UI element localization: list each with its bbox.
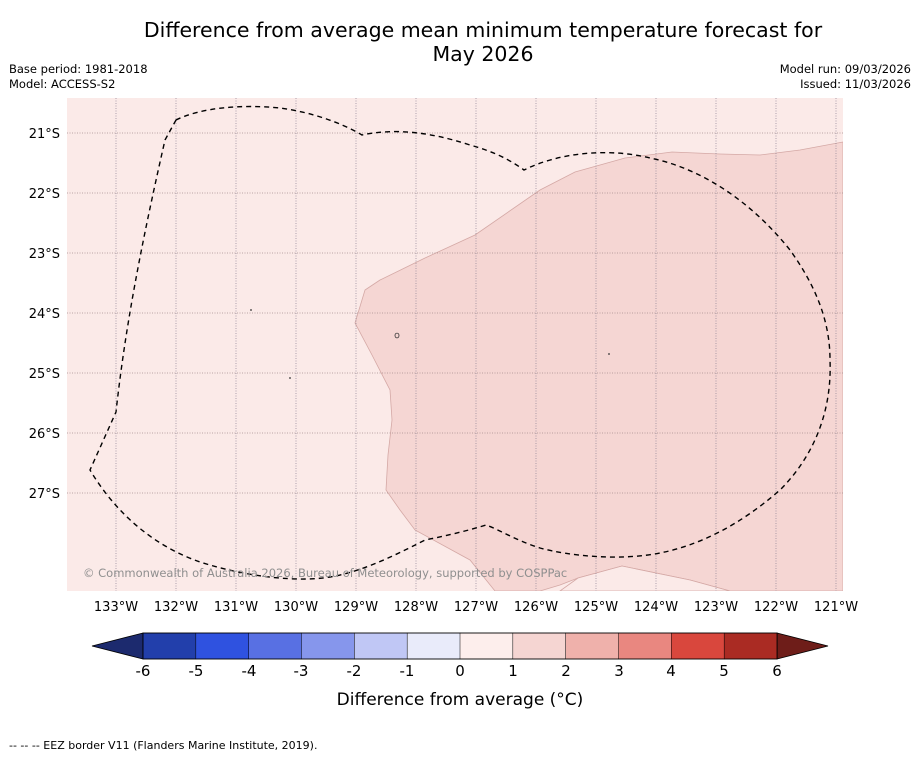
- map-title: Difference from average mean minimum tem…: [0, 18, 919, 66]
- colorbar-swatch: [142, 632, 197, 660]
- copyright-notice: © Commonwealth of Australia 2026, Bureau…: [83, 566, 567, 580]
- lat-label: 21°S: [29, 127, 60, 142]
- lat-label: 27°S: [29, 487, 60, 502]
- colorbar: -6 -5 -4 -3 -2 -1 0 1 2 3 4 5 6 Differen…: [91, 632, 829, 710]
- latitude-gridlines: [67, 132, 843, 494]
- colorbar-tick: -1: [400, 662, 415, 680]
- colorbar-tick: 2: [561, 662, 571, 680]
- title-line-1: Difference from average mean minimum tem…: [143, 18, 823, 42]
- colorbar-tick: -6: [136, 662, 151, 680]
- colorbar-swatches: [142, 632, 778, 660]
- colorbar-tick: -3: [294, 662, 309, 680]
- meta-right: Model run: 09/03/2026 Issued: 11/03/2026: [780, 62, 911, 92]
- lon-label: 132°W: [154, 600, 198, 615]
- model-name: Model: ACCESS-S2: [9, 77, 116, 91]
- lon-label: 128°W: [394, 600, 438, 615]
- issued-date: Issued: 11/03/2026: [800, 77, 911, 91]
- lat-label: 26°S: [29, 427, 60, 442]
- longitude-gridlines: [115, 98, 837, 591]
- colorbar-swatch: [406, 632, 461, 660]
- eez-footnote: -- -- -- EEZ border V11 (Flanders Marine…: [9, 739, 318, 752]
- colorbar-swatch: [512, 632, 567, 660]
- title-line-2: May 2026: [432, 42, 534, 66]
- lon-label: 131°W: [214, 600, 258, 615]
- colorbar-under-arrow: [91, 632, 144, 660]
- colorbar-tick: -2: [347, 662, 362, 680]
- model-run: Model run: 09/03/2026: [779, 62, 911, 76]
- lon-label: 126°W: [514, 600, 558, 615]
- lon-label: 122°W: [754, 600, 798, 615]
- lon-label: 125°W: [574, 600, 618, 615]
- colorbar-tick: 3: [614, 662, 624, 680]
- colorbar-swatch: [195, 632, 250, 660]
- colorbar-over-arrow: [776, 632, 829, 660]
- lat-label: 22°S: [29, 187, 60, 202]
- colorbar-tick: 5: [719, 662, 729, 680]
- lon-label: 129°W: [334, 600, 378, 615]
- colorbar-swatch: [248, 632, 303, 660]
- map-area: © Commonwealth of Australia 2026, Bureau…: [67, 98, 843, 591]
- lon-label: 127°W: [454, 600, 498, 615]
- lat-label: 25°S: [29, 367, 60, 382]
- lon-label: 123°W: [694, 600, 738, 615]
- eez-border: [89, 105, 831, 580]
- colorbar-tick: -5: [189, 662, 204, 680]
- colorbar-frame: [142, 632, 778, 660]
- colorbar-swatch: [459, 632, 514, 660]
- small-islands: [250, 309, 610, 379]
- base-period: Base period: 1981-2018: [9, 62, 148, 76]
- lat-label: 23°S: [29, 247, 60, 262]
- lon-label: 130°W: [274, 600, 318, 615]
- colorbar-tick: 6: [772, 662, 782, 680]
- meta-left: Base period: 1981-2018 Model: ACCESS-S2: [9, 62, 148, 92]
- colorbar-label: Difference from average (°C): [337, 690, 584, 710]
- colorbar-swatch: [301, 632, 355, 660]
- colorbar-tick: 4: [666, 662, 676, 680]
- colorbar-swatch: [671, 632, 725, 660]
- lon-label: 124°W: [634, 600, 678, 615]
- longitude-labels: 133°W 132°W 131°W 130°W 129°W 128°W 127°…: [94, 600, 858, 615]
- colorbar-swatch: [618, 632, 672, 660]
- colorbar-tick: 1: [508, 662, 518, 680]
- colorbar-tick: 0: [455, 662, 465, 680]
- latitude-labels: 21°S 22°S 23°S 24°S 25°S 26°S 27°S: [29, 127, 60, 502]
- colorbar-swatch: [565, 632, 620, 660]
- colorbar-swatch: [723, 632, 778, 660]
- colorbar-tick: -4: [242, 662, 257, 680]
- colorbar-ticks: -6 -5 -4 -3 -2 -1 0 1 2 3 4 5 6: [136, 662, 782, 680]
- colorbar-swatch: [354, 632, 408, 660]
- lon-label: 133°W: [94, 600, 138, 615]
- lat-label: 24°S: [29, 307, 60, 322]
- lon-label: 121°W: [814, 600, 858, 615]
